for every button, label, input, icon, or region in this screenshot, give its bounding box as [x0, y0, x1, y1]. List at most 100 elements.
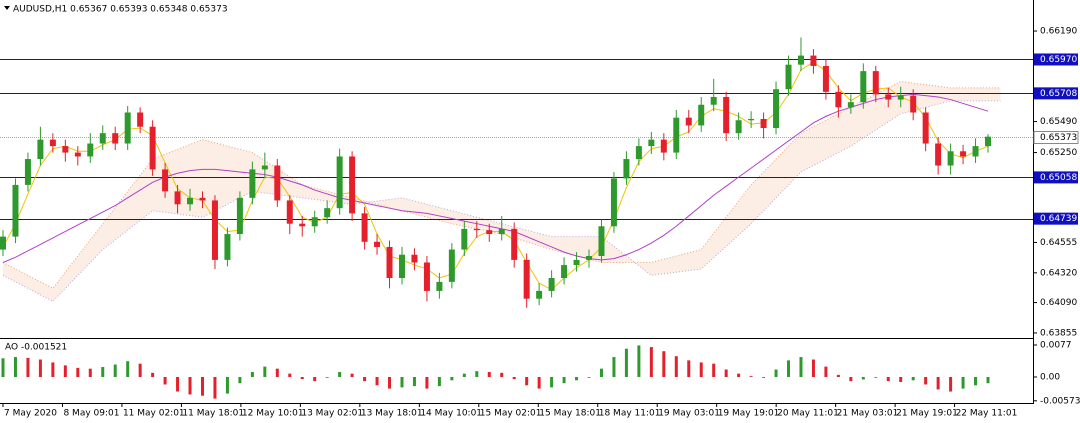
- ao-bar: [101, 367, 105, 377]
- x-tick-label: 11 May 18:01: [182, 409, 244, 419]
- ao-bar: [126, 361, 130, 377]
- x-tick-label: 8 May 09:01: [63, 409, 119, 419]
- candle-body: [922, 112, 929, 144]
- ao-bar: [949, 376, 953, 392]
- candle-body: [797, 55, 804, 65]
- ao-bar: [51, 362, 55, 377]
- candle-body: [548, 278, 555, 291]
- level-label-box: [1034, 87, 1078, 100]
- candle-body: [710, 96, 717, 105]
- candle-body: [336, 156, 343, 209]
- candle-body: [735, 120, 742, 134]
- candle-body: [199, 197, 206, 201]
- ao-bar: [437, 376, 441, 387]
- ao-bar: [38, 359, 42, 377]
- candle-body: [461, 228, 468, 250]
- ao-bar: [213, 376, 217, 399]
- last-price-label: 0.65373: [1040, 133, 1077, 143]
- candle-body: [162, 169, 169, 192]
- candle-body: [960, 151, 967, 157]
- ao-bar: [824, 366, 828, 377]
- candle-body: [24, 159, 31, 185]
- ao-bar: [550, 376, 554, 388]
- ao-bar: [799, 357, 803, 377]
- candle-body: [149, 126, 156, 170]
- candle-body: [648, 139, 655, 147]
- candle-body: [386, 246, 393, 279]
- y-tick-label: 0.64320: [1040, 268, 1077, 278]
- candle-body: [785, 64, 792, 90]
- candle-body: [972, 146, 979, 157]
- level-label-box: [1034, 171, 1078, 184]
- ao-bar: [450, 376, 454, 381]
- candle-body: [985, 136, 991, 147]
- last-price-box: [1033, 131, 1079, 144]
- ao-bar: [151, 372, 155, 377]
- ao-bar: [250, 371, 254, 377]
- ao-bar: [525, 376, 529, 386]
- y-tick-label: 0.64555: [1040, 238, 1077, 248]
- ao-bar: [899, 376, 903, 382]
- ao-bar: [861, 376, 865, 380]
- ao-bar: [188, 376, 192, 395]
- candle-body: [361, 213, 368, 242]
- candle-body: [835, 91, 842, 108]
- ao-title: AO -0.001521: [5, 343, 67, 353]
- ao-bar: [200, 376, 204, 396]
- level-label-box: [1034, 212, 1078, 225]
- ao-bar: [275, 368, 279, 377]
- candle-body: [436, 281, 443, 291]
- candle-body: [536, 290, 543, 299]
- candle-body: [610, 178, 617, 227]
- candle-body: [286, 200, 293, 224]
- candle-body: [87, 143, 94, 157]
- ao-bar: [238, 376, 242, 384]
- ao-bar: [737, 373, 741, 377]
- ao-bar: [749, 376, 753, 377]
- ao-bar: [500, 372, 504, 377]
- ao-bar: [425, 376, 429, 389]
- candle-body: [910, 95, 917, 113]
- x-tick-label: 21 May 19:01: [896, 409, 958, 419]
- candle-body: [187, 197, 194, 205]
- ao-bar: [512, 376, 516, 380]
- candle-body: [561, 265, 568, 279]
- ao-bar: [811, 359, 815, 377]
- candle-body: [249, 169, 256, 198]
- x-tick-label: 19 May 19:01: [718, 409, 780, 419]
- candle-body: [49, 139, 56, 147]
- y-tick-label: 0.00: [1040, 372, 1060, 382]
- candle-body: [99, 133, 106, 144]
- candle-body: [897, 95, 904, 100]
- ao-bar: [724, 369, 728, 377]
- candle-body: [586, 256, 593, 260]
- candle-body: [37, 139, 44, 160]
- x-tick-label: 7 May 2020: [4, 409, 57, 419]
- candle-body: [224, 234, 231, 260]
- x-tick-label: 22 May 11:01: [956, 409, 1018, 419]
- ao-bar: [26, 357, 30, 377]
- ao-bar: [537, 376, 541, 389]
- candle-body: [0, 236, 6, 250]
- y-tick-label: 0.65490: [1040, 117, 1077, 127]
- ao-bar: [836, 374, 840, 377]
- candle-body: [860, 71, 867, 103]
- candle-body: [236, 197, 243, 235]
- candle-body: [473, 228, 480, 231]
- x-tick-label: 15 May 02:01: [480, 409, 542, 419]
- y-tick-label: 0.65250: [1040, 148, 1077, 158]
- ao-bar: [612, 357, 616, 377]
- level-label: 0.65970: [1040, 55, 1077, 65]
- candle-body: [62, 146, 69, 153]
- ao-bar: [400, 376, 404, 388]
- ao-bar: [774, 369, 778, 377]
- chart-title: AUDUSD,H1 0.65367 0.65393 0.65348 0.6537…: [13, 5, 228, 15]
- candle-body: [723, 96, 730, 134]
- candle-body: [822, 65, 829, 92]
- ao-bar: [225, 376, 229, 394]
- ao-bar: [787, 360, 791, 377]
- candle-body: [374, 241, 381, 247]
- candle-body: [74, 152, 81, 157]
- x-tick-label: 13 May 02:01: [301, 409, 363, 419]
